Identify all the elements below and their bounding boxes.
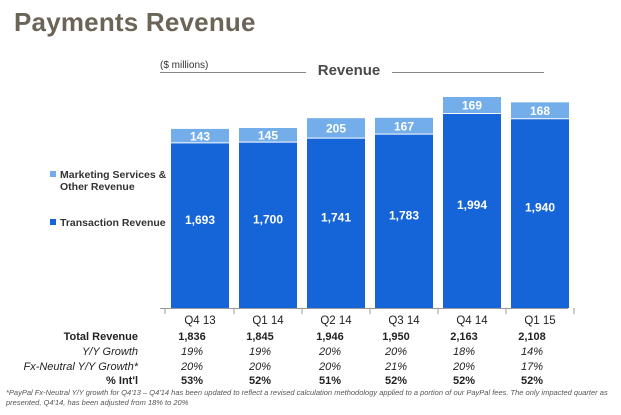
data-label-transaction: 1,783 — [389, 208, 419, 222]
data-label-marketing: 205 — [326, 122, 346, 136]
data-label-marketing: 169 — [462, 99, 482, 113]
table-cell: 20% — [452, 361, 476, 373]
units-divider — [160, 72, 306, 73]
footnote: *PayPal Fx-Neutral Y/Y growth for Q4'13 … — [6, 388, 608, 407]
data-label-transaction: 1,940 — [525, 200, 555, 214]
table-cell: 1,845 — [246, 331, 274, 343]
row-label-yy-growth: Y/Y Growth — [81, 346, 138, 358]
bar-transaction — [443, 113, 501, 308]
table-cell: 19% — [180, 346, 204, 358]
table-cell: 51% — [318, 375, 342, 387]
bar-transaction — [511, 118, 569, 308]
table-cell: 52% — [248, 375, 272, 387]
legend-transaction: Transaction Revenue — [50, 217, 166, 229]
row-label-total-revenue: Total Revenue — [63, 331, 138, 343]
table-cell: 53% — [180, 375, 204, 387]
table-cell: 20% — [318, 361, 342, 373]
bar-marketing — [443, 97, 501, 114]
table-cell: 18% — [452, 346, 476, 358]
x-tick-label: Q1 14 — [252, 315, 284, 327]
row-label-fx-neutral-growth: Fx-Neutral Y/Y Growth* — [23, 361, 138, 373]
data-label-transaction: 1,693 — [185, 213, 215, 227]
table-cell: 1,836 — [178, 331, 206, 343]
bar-transaction — [171, 142, 229, 308]
data-label-transaction: 1,700 — [253, 212, 283, 226]
table-cell: 1,950 — [382, 331, 410, 343]
x-tick-label: Q4 14 — [456, 315, 488, 327]
legend-marketing-line1: Marketing Services & — [60, 169, 167, 181]
bar-transaction — [239, 142, 297, 308]
table-cell: 52% — [384, 375, 408, 387]
bar-marketing — [171, 128, 229, 143]
table-cell: 20% — [180, 361, 204, 373]
x-tick-label: Q3 14 — [388, 315, 420, 327]
table-cell: 17% — [520, 361, 544, 373]
bar-marketing — [375, 117, 433, 135]
data-label-transaction: 1,741 — [321, 210, 351, 224]
x-tick-label: Q2 14 — [320, 315, 352, 327]
table-cell: 2,108 — [518, 331, 546, 343]
legend-transaction-swatch — [50, 219, 56, 225]
data-label-marketing: 143 — [190, 129, 210, 143]
table-cell: 21% — [384, 361, 408, 373]
table-cell: 2,163 — [450, 331, 478, 343]
x-tick-label: Q1 15 — [524, 315, 555, 327]
table-cell: 52% — [452, 375, 476, 387]
chart-title: Revenue — [317, 62, 381, 79]
bar-transaction — [375, 134, 433, 308]
table-cell: 52% — [520, 375, 544, 387]
bar-marketing — [307, 118, 365, 139]
table-cell: 20% — [384, 346, 408, 358]
units-label: ($ millions) — [160, 60, 209, 71]
legend-marketing-swatch — [50, 171, 56, 177]
data-label-marketing: 168 — [530, 104, 550, 118]
legend-transaction-label: Transaction Revenue — [60, 217, 166, 229]
legend-marketing-line2: Other Revenue — [60, 181, 135, 193]
data-label-marketing: 167 — [394, 119, 414, 133]
row-label-pct-intl: % Int'l — [106, 375, 138, 387]
page-title: Payments Revenue — [14, 7, 256, 37]
table-cell: 1,946 — [316, 331, 344, 343]
x-tick-label: Q4 13 — [184, 315, 215, 327]
table-cell: 20% — [318, 346, 342, 358]
data-label-transaction: 1,994 — [457, 198, 487, 212]
data-label-marketing: 145 — [258, 129, 278, 143]
title-divider — [392, 72, 544, 73]
legend-marketing: Marketing Services & Other Revenue — [50, 169, 166, 193]
bar-marketing — [239, 128, 297, 143]
table-cell: 20% — [248, 361, 272, 373]
bar-transaction — [307, 138, 365, 308]
table-cell: 14% — [520, 346, 544, 358]
bar-marketing — [511, 102, 569, 119]
table-cell: 19% — [248, 346, 272, 358]
